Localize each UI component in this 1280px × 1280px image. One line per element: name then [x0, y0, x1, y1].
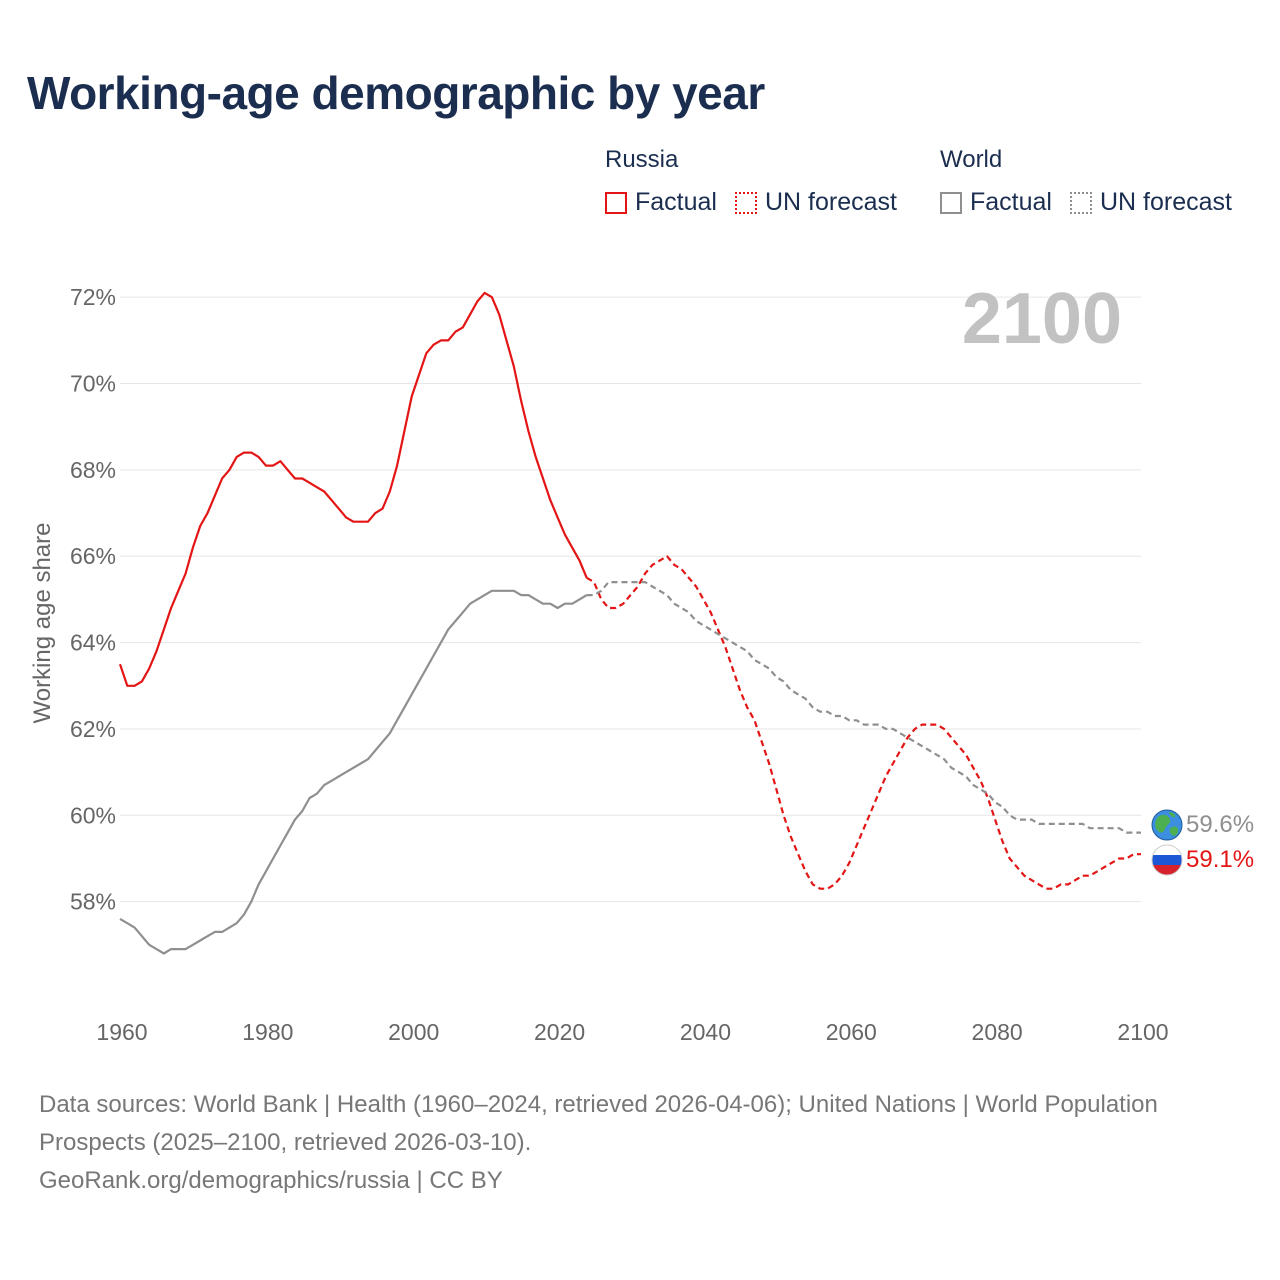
series-line-world-forecast[interactable] [586, 581, 1141, 834]
legend-world: World Factual UN forecast [940, 146, 1250, 217]
series-line-russia-forecast[interactable] [586, 555, 1141, 890]
y-tick-label: 72% [70, 284, 116, 310]
series-line-russia-factual[interactable] [118, 291, 588, 687]
y-tick-label: 60% [70, 802, 116, 828]
legend-world-factual[interactable]: Factual [940, 188, 1052, 217]
legend-russia: Russia Factual UN forecast [605, 146, 915, 217]
data-sources-text: Data sources: World Bank | Health (1960–… [39, 1091, 1158, 1156]
legend-russia-title: Russia [605, 146, 679, 173]
x-tick-label: 2080 [972, 1019, 1023, 1045]
world-end-label: 59.6% [1186, 811, 1254, 838]
year-watermark: 2100 [961, 279, 1122, 359]
x-tick-label: 2000 [388, 1019, 439, 1045]
x-tick-label: 2020 [534, 1019, 585, 1045]
x-tick-label: 1980 [242, 1019, 293, 1045]
y-tick-label: 64% [70, 630, 116, 656]
y-tick-label: 62% [70, 716, 116, 742]
legend-russia-forecast[interactable]: UN forecast [734, 188, 897, 217]
legend-swatch-russia-forecast [734, 191, 757, 214]
y-axis-ticks: 58% 60% 62% 64% 66% 68% 70% 72% [70, 284, 116, 914]
russia-end-label: 59.1% [1186, 846, 1254, 873]
series-lines [118, 291, 1141, 955]
legend-world-forecast[interactable]: UN forecast [1069, 188, 1232, 217]
end-markers: 59.6% 59.1% [1151, 809, 1254, 876]
grid-lines [120, 296, 1141, 903]
attribution-text: GeoRank.org/demographics/russia | CC BY [39, 1167, 503, 1194]
legend-world-title: World [940, 146, 1003, 173]
legend-swatch-world-forecast [1069, 191, 1092, 214]
x-tick-label: 2060 [826, 1019, 877, 1045]
legend-swatch-russia-factual [605, 191, 627, 214]
y-tick-label: 58% [70, 889, 116, 915]
x-axis-ticks: 1960 1980 2000 2020 2040 2060 2080 2100 [96, 1019, 1168, 1045]
x-tick-label: 2040 [680, 1019, 731, 1045]
legend-world-forecast-label: UN forecast [1099, 188, 1232, 216]
x-tick-label: 2100 [1117, 1019, 1168, 1045]
legend-world-factual-label: Factual [970, 188, 1052, 216]
y-axis-title: Working age share [29, 523, 56, 724]
russia-flag-icon [1151, 844, 1183, 876]
globe-icon [1151, 809, 1183, 841]
legend-russia-forecast-label: UN forecast [764, 188, 897, 216]
x-tick-label: 1960 [96, 1019, 147, 1045]
legend-swatch-world-factual [940, 191, 962, 214]
footer: Data sources: World Bank | Health (1960–… [39, 1086, 1199, 1200]
y-tick-label: 70% [70, 371, 116, 397]
legend-russia-factual[interactable]: Factual [605, 188, 717, 217]
series-line-world-factual[interactable] [119, 589, 588, 955]
chart-title: Working-age demographic by year [27, 67, 765, 119]
legend-russia-factual-label: Factual [635, 188, 717, 216]
y-tick-label: 68% [70, 457, 116, 483]
y-tick-label: 66% [70, 543, 116, 569]
